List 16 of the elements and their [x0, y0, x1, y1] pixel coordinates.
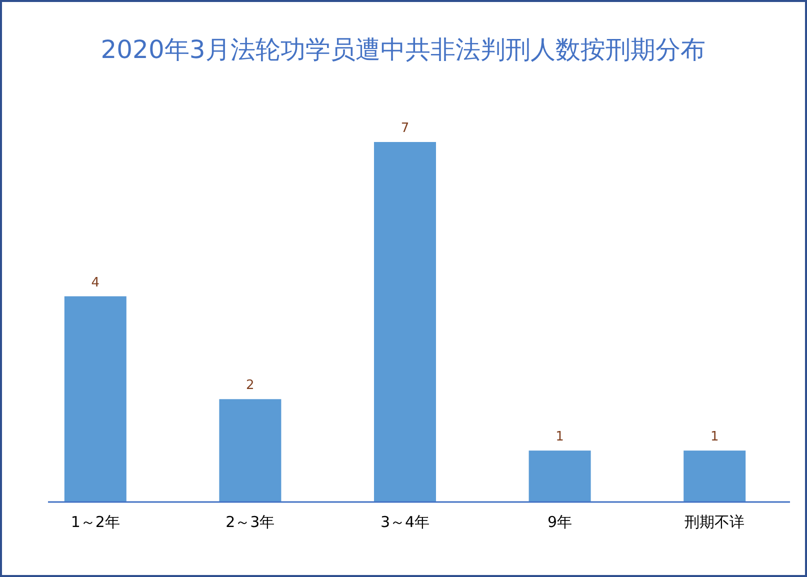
- bar: [684, 450, 746, 502]
- x-tick-label: 3～4年: [380, 513, 430, 531]
- bar: [528, 450, 591, 502]
- data-label: 2: [246, 378, 254, 394]
- data-label: 4: [91, 275, 100, 290]
- bar: [219, 399, 282, 502]
- chart-title: 2020年3月法轮功学员遭中共非法判刑人数按刑期分布: [100, 35, 706, 64]
- x-tick-label: 刑期不详: [684, 513, 745, 531]
- data-label: 7: [400, 121, 410, 136]
- bar: [374, 142, 436, 502]
- x-tick-label: 9年: [548, 513, 572, 531]
- data-label: 1: [556, 430, 564, 445]
- bar: [64, 296, 126, 502]
- x-tick-label: 1～2年: [70, 513, 120, 531]
- data-label: 1: [710, 430, 719, 445]
- x-tick-label: 2～3年: [226, 513, 275, 531]
